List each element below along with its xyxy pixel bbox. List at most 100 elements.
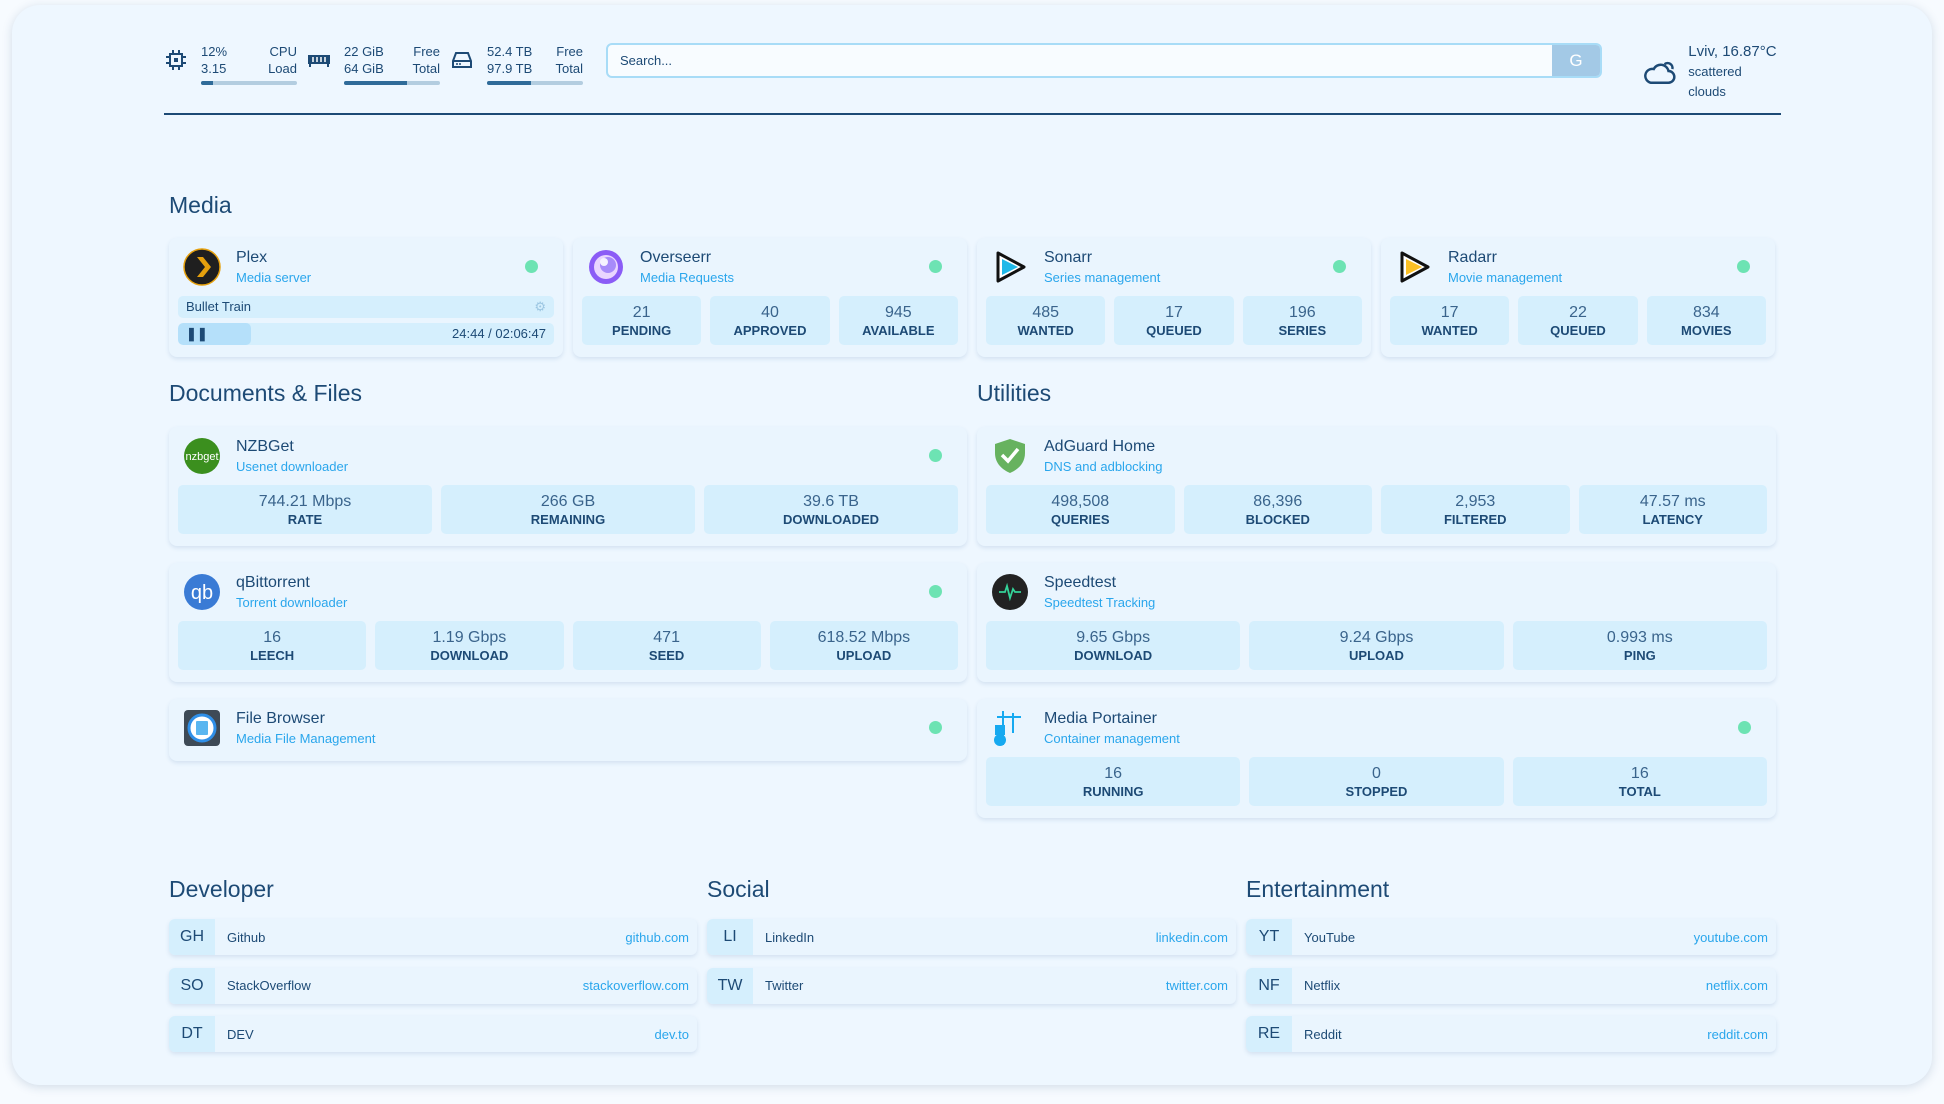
- stat-label: FILTERED: [1443, 512, 1507, 527]
- stat-nzbget-2: 39.6 TB DOWNLOADED: [704, 485, 958, 534]
- section-title-social: Social: [707, 876, 770, 902]
- speedtest-logo-icon: [992, 574, 1028, 610]
- bookmark-url: twitter.com: [1165, 978, 1228, 993]
- service-description: DNS and adblocking: [1044, 458, 1163, 474]
- stats-row: 16 RUNNING 0 STOPPED 16 TOTAL: [986, 757, 1767, 806]
- service-name: Radarr: [1448, 248, 1497, 266]
- status-indicator: [929, 721, 942, 734]
- filebrowser-logo-icon: [184, 710, 220, 746]
- progress-fill: [178, 323, 252, 345]
- service-description: Media Requests: [640, 269, 734, 285]
- resource-label: Load: [268, 61, 297, 76]
- service-card-nzbget[interactable]: nzbget NZBGet Usenet downloader 744.21 Mbps…: [169, 427, 967, 546]
- stat-value: 2,953: [1455, 493, 1496, 510]
- stat-value: 16: [263, 629, 282, 646]
- pause-icon[interactable]: ❚❚: [186, 326, 208, 341]
- header-divider: [164, 113, 1781, 115]
- search-input[interactable]: [608, 45, 1552, 76]
- service-description: Speedtest Tracking: [1044, 594, 1156, 610]
- stat-value: 0: [1372, 765, 1381, 782]
- sonarr-logo-icon: [996, 251, 1026, 283]
- resource-value: 22 GiB: [344, 44, 384, 59]
- bookmark-abbr: DT: [169, 1016, 215, 1052]
- service-card-filebrowser[interactable]: File Browser Media File Management: [169, 699, 967, 761]
- service-card-plex[interactable]: Plex Media server Bullet Train ⚙ ❚❚ 24:44 /…: [169, 238, 563, 357]
- stat-label: QUEUED: [1146, 323, 1202, 338]
- stat-label: PENDING: [612, 323, 672, 338]
- stats-row: 744.21 Mbps RATE 266 GB REMAINING 39.6 TB DOW…: [178, 485, 958, 534]
- settings-icon[interactable]: ⚙: [534, 299, 546, 314]
- stat-value: 22: [1569, 304, 1587, 321]
- svg-text:nzbget: nzbget: [185, 451, 218, 463]
- service-name: Media Portainer: [1044, 709, 1157, 727]
- stat-label: STOPPED: [1345, 784, 1408, 799]
- bookmark-abbr: RE: [1246, 1016, 1292, 1052]
- bookmark-netflix[interactable]: NF Netflix netflix.com: [1246, 967, 1776, 1004]
- stat-portainer-1: 0 STOPPED: [1249, 757, 1504, 806]
- bookmark-dev[interactable]: DT DEV dev.to: [169, 1016, 697, 1052]
- now-playing-title: Bullet Train: [186, 299, 252, 314]
- stat-portainer-0: 16 RUNNING: [986, 757, 1241, 806]
- bookmark-url: dev.to: [654, 1026, 689, 1042]
- stat-value: 485: [1032, 304, 1060, 321]
- bookmark-github[interactable]: GH Github github.com: [169, 919, 697, 955]
- bookmark-url: github.com: [625, 929, 689, 945]
- playback-progress[interactable]: ❚❚ 24:44 / 02:06:47: [178, 323, 554, 345]
- stat-label: WANTED: [1017, 323, 1074, 338]
- stats-row: 17 WANTED 22 QUEUED 834 MOVIES: [1390, 296, 1766, 345]
- bookmark-name: Github: [227, 929, 266, 945]
- bookmark-reddit[interactable]: RE Reddit reddit.com: [1246, 1016, 1776, 1052]
- resource-label: Total: [555, 61, 583, 76]
- stat-label: SERIES: [1278, 323, 1327, 338]
- service-card-portainer[interactable]: Media Portainer Container management 16 RUN…: [977, 699, 1776, 818]
- stat-label: RUNNING: [1082, 784, 1144, 799]
- bookmark-youtube[interactable]: YT YouTube youtube.com: [1246, 919, 1776, 955]
- section-title-developer: Developer: [169, 876, 274, 902]
- stat-value: 47.57 ms: [1639, 493, 1706, 510]
- bookmark-abbr: YT: [1246, 919, 1292, 955]
- stat-overseerr-1: 40 APPROVED: [710, 296, 830, 345]
- stat-adguard-1: 86,396 BLOCKED: [1183, 485, 1372, 534]
- service-card-radarr[interactable]: Radarr Movie management 17 WANTED 22 QUEUED 83…: [1381, 238, 1775, 357]
- section-title-documents: Documents & Files: [169, 380, 363, 406]
- resource-widget: 52.4 TB Free 97.9 TB Total: [487, 43, 583, 85]
- stat-radarr-2: 834 MOVIES: [1646, 296, 1766, 345]
- portainer-logo-icon: [994, 711, 1021, 746]
- resource-label: Free: [413, 44, 440, 59]
- stat-value: 196: [1288, 304, 1316, 321]
- search-box[interactable]: G: [606, 43, 1602, 78]
- stats-row: 485 WANTED 17 QUEUED 196 SERIES: [986, 296, 1362, 345]
- status-indicator: [1738, 721, 1751, 734]
- bookmark-abbr: TW: [707, 967, 753, 1004]
- search-provider-button[interactable]: G: [1552, 45, 1600, 76]
- stat-value: 834: [1692, 304, 1720, 321]
- service-card-sonarr[interactable]: Sonarr Series management 485 WANTED 17 QUEUED…: [977, 238, 1371, 357]
- stat-qbittorrent-1: 1.19 Gbps DOWNLOAD: [375, 621, 564, 670]
- memory-icon: [308, 55, 330, 67]
- stat-portainer-2: 16 TOTAL: [1512, 757, 1767, 806]
- section-title-media: Media: [169, 192, 232, 218]
- stat-label: MOVIES: [1681, 323, 1732, 338]
- service-card-speedtest[interactable]: Speedtest Speedtest Tracking 9.65 Gbps DOWN…: [977, 563, 1776, 682]
- weather-location: Lviv, 16.87°C: [1688, 43, 1777, 60]
- stat-value: 17: [1440, 304, 1459, 321]
- service-card-qbittorrent[interactable]: qb qBittorrent Torrent downloader 16 LEECH 1.…: [169, 563, 967, 682]
- bookmark-linkedin[interactable]: LI LinkedIn linkedin.com: [707, 919, 1236, 955]
- stat-label: UPLOAD: [836, 648, 892, 663]
- stat-sonarr-2: 196 SERIES: [1242, 296, 1362, 345]
- bookmark-name: Twitter: [765, 978, 804, 993]
- stat-value: 16: [1630, 765, 1649, 782]
- stat-value: 945: [884, 304, 912, 321]
- stat-value: 0.993 ms: [1606, 629, 1673, 646]
- stat-value: 86,396: [1253, 493, 1303, 510]
- bookmark-stackoverflow[interactable]: SO StackOverflow stackoverflow.com: [169, 967, 697, 1004]
- resource-widget: 22 GiB Free 64 GiB Total: [344, 43, 440, 85]
- bookmark-twitter[interactable]: TW Twitter twitter.com: [707, 967, 1236, 1004]
- status-indicator: [1333, 260, 1346, 273]
- service-card-overseerr[interactable]: Overseerr Media Requests 21 PENDING 40 APPROV…: [573, 238, 967, 357]
- weather-condition: scattered clouds: [1688, 64, 1742, 99]
- stat-label: QUERIES: [1050, 512, 1110, 527]
- service-card-adguard[interactable]: AdGuard Home DNS and adblocking 498,508 QUE…: [977, 427, 1776, 546]
- stat-speedtest-1: 9.24 Gbps UPLOAD: [1249, 621, 1504, 670]
- cpu-icon: [166, 50, 186, 70]
